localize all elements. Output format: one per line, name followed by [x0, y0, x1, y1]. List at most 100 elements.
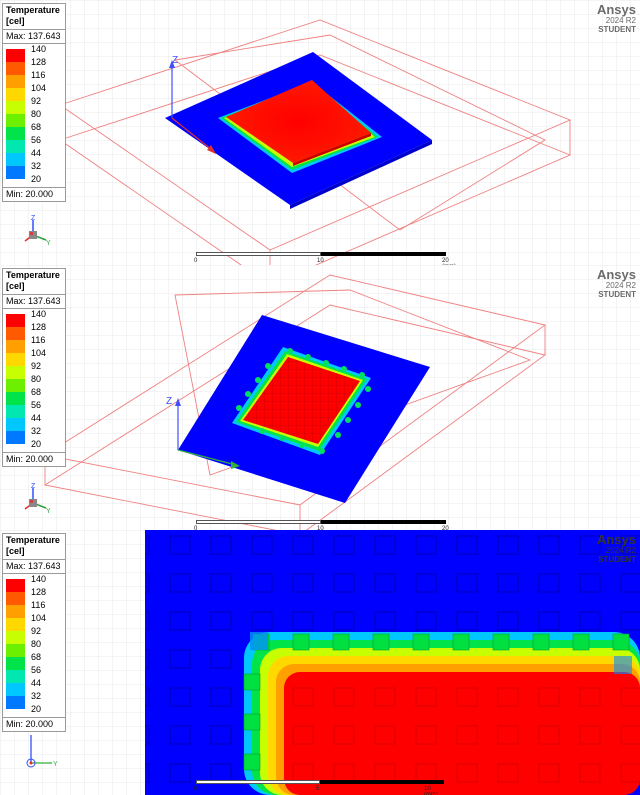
legend-level-label: 56: [31, 135, 42, 145]
brand-version: 2024 R2: [605, 546, 636, 555]
legend-level-label: 116: [31, 600, 46, 610]
brand-name: Ansys: [596, 2, 636, 17]
legend-swatch: [6, 366, 25, 379]
triad-y-label: Y: [53, 761, 58, 768]
legend-min: Min: 20.000: [3, 717, 65, 731]
legend-swatch: [6, 592, 25, 605]
ruler-tick-10: 10: [317, 258, 324, 264]
legend-level-label: 20: [31, 439, 42, 449]
temperature-legend[interactable]: Temperature [cel] Max: 137.643 140 128 116…: [2, 3, 66, 202]
legend-level-label: 80: [31, 374, 42, 384]
legend-swatch: [6, 579, 25, 592]
legend-scale: 140 128 116 104 92 80 68 56 44 32 20: [3, 309, 65, 452]
scale-ruler: 0 5 10 (mm): [194, 780, 444, 795]
temperature-legend[interactable]: Temperature [cel] Max: 137.643 140 128 116…: [2, 268, 66, 467]
brand-name: Ansys: [596, 532, 636, 547]
ansys-brand: Ansys 2024 R2 STUDENT: [597, 268, 636, 299]
legend-level-label: 128: [31, 322, 47, 332]
legend-unit: [cel]: [3, 281, 65, 295]
legend-level-label: 20: [31, 704, 42, 714]
legend-swatch: [6, 101, 25, 114]
legend-level-label: 140: [31, 44, 47, 54]
legend-level-label: 140: [31, 574, 47, 584]
legend-level-label: 92: [31, 361, 42, 371]
model-view-1[interactable]: Z: [0, 0, 640, 265]
legend-swatch: [6, 418, 25, 431]
legend-level-label: 32: [31, 691, 42, 701]
triad-z-label: Z: [31, 483, 36, 490]
legend-level-label: 44: [31, 148, 42, 158]
triad-y-label: Y: [46, 240, 51, 247]
legend-swatch: [6, 644, 25, 657]
legend-swatch: [6, 49, 25, 62]
legend-scale: 140 128 116 104 92 80 68 56 44 32 20: [3, 44, 65, 187]
legend-level-label: 128: [31, 587, 47, 597]
model-view-2[interactable]: Z: [0, 265, 640, 530]
temperature-legend[interactable]: Temperature [cel] Max: 137.643 140 128 116…: [2, 533, 66, 732]
legend-level-label: 68: [31, 122, 42, 132]
model-view-3[interactable]: Y: [0, 530, 640, 795]
legend-swatch: [6, 631, 25, 644]
legend-level-label: 44: [31, 678, 42, 688]
viewport-panel-1[interactable]: Z Temperature [cel] Max: 137.643 140 128 1…: [0, 0, 640, 266]
legend-swatch: [6, 166, 25, 179]
brand-edition: STUDENT: [598, 290, 636, 299]
legend-level-label: 92: [31, 96, 42, 106]
brand-version: 2024 R2: [605, 16, 636, 25]
ruler-tick-0: 0: [194, 526, 198, 531]
legend-swatch: [6, 62, 25, 75]
orientation-triad[interactable]: Z Y: [18, 483, 52, 517]
brand-name: Ansys: [596, 267, 636, 282]
legend-swatch: [6, 392, 25, 405]
legend-swatch: [6, 327, 25, 340]
legend-swatch: [6, 88, 25, 101]
legend-level-label: 68: [31, 387, 42, 397]
legend-level-label: 92: [31, 626, 42, 636]
legend-swatch: [6, 340, 25, 353]
ruler-tick-0: 0: [194, 258, 198, 264]
ansys-brand: Ansys 2024 R2 STUDENT: [597, 533, 636, 564]
legend-swatch: [6, 379, 25, 392]
legend-level-label: 104: [31, 83, 47, 93]
legend-title: Temperature: [6, 535, 60, 545]
axis-z-label: Z: [166, 396, 172, 407]
legend-scale: 140 128 116 104 92 80 68 56 44 32 20: [3, 574, 65, 717]
legend-swatch: [6, 405, 25, 418]
legend-max: Max: 137.643: [3, 560, 65, 574]
legend-swatch: [6, 127, 25, 140]
scale-ruler: 0 10 20 (mm): [194, 252, 456, 265]
ruler-tick-10: 10 (mm): [424, 786, 438, 795]
legend-level-label: 32: [31, 426, 42, 436]
legend-swatch: [6, 657, 25, 670]
legend-level-label: 104: [31, 348, 47, 358]
model-axes: [175, 398, 240, 469]
scale-ruler: 0 10 20 (mm): [194, 520, 449, 531]
viewport-panel-3[interactable]: Y Temperature [cel] Max: 137.643 140 128 1…: [0, 530, 640, 795]
legend-max: Max: 137.643: [3, 30, 65, 44]
ansys-brand: Ansys 2024 R2 STUDENT: [597, 3, 636, 34]
legend-unit: [cel]: [3, 16, 65, 30]
orientation-triad-small: [26, 735, 52, 768]
legend-title: Temperature: [6, 270, 60, 280]
legend-level-label: 44: [31, 413, 42, 423]
viewport-panel-2[interactable]: Z Temperature [cel] Max: 137.643 140 128 1…: [0, 265, 640, 531]
ruler-tick-0: 0: [194, 786, 198, 792]
legend-swatch: [6, 75, 25, 88]
legend-swatch: [6, 153, 25, 166]
triad-z-label: Z: [31, 215, 36, 222]
brand-edition: STUDENT: [598, 555, 636, 564]
solder-bumps: [236, 348, 371, 454]
legend-swatch: [6, 431, 25, 444]
legend-level-label: 56: [31, 665, 42, 675]
legend-level-label: 116: [31, 335, 46, 345]
ruler-tick-20: 20 (mm): [442, 526, 449, 531]
axis-z-label: Z: [172, 55, 178, 66]
legend-swatch: [6, 353, 25, 366]
heat-source-die: [226, 80, 371, 163]
legend-swatch: [6, 140, 25, 153]
legend-unit: [cel]: [3, 546, 65, 560]
orientation-triad[interactable]: Z Y: [18, 215, 52, 249]
ruler-tick-20: 20 (mm): [442, 258, 456, 265]
brand-version: 2024 R2: [605, 281, 636, 290]
legend-swatch: [6, 618, 25, 631]
